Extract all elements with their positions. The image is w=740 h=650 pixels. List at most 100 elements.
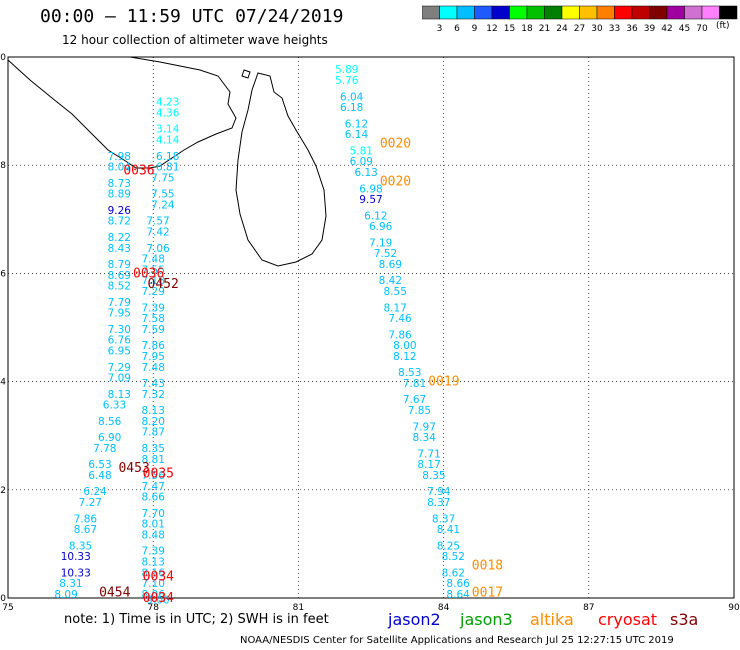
- lon-tick-label: 75: [2, 603, 13, 613]
- colorbar-label: 12: [486, 24, 497, 34]
- wave-height-label: 7.94: [427, 486, 451, 498]
- wave-height-label: 8.43: [108, 243, 131, 255]
- wave-height-label: 8.22: [108, 232, 131, 244]
- map-axes: 75 78 81 84 87 90 0 2 4 6 8 10: [0, 53, 740, 613]
- credit-line: NOAA/NESDIS Center for Satellite Applica…: [240, 635, 674, 646]
- map-title: 00:00 – 11:59 UTC 07/24/2019: [40, 6, 344, 27]
- wave-height-label: 6.12: [364, 210, 387, 222]
- wave-height-label: 5.81: [350, 145, 373, 157]
- wave-height-label: 7.19: [369, 237, 392, 249]
- wave-height-label: 6.14: [345, 129, 369, 141]
- wave-height-label: 8.09: [54, 589, 77, 601]
- wave-height-label: 8.04: [108, 162, 132, 174]
- wave-height-label: 8.25: [437, 540, 460, 552]
- wave-height-label: 7.78: [93, 443, 116, 455]
- wave-height-label: 8.64: [446, 589, 470, 601]
- colorbar-legend: 3 6 9 12 15 18 21 24 27 30 33 36 39 42 45 70: [422, 5, 738, 34]
- wave-height-label: 8.42: [379, 275, 402, 287]
- wave-height-label: 8.13: [142, 405, 165, 417]
- wave-height-label: 4.14: [156, 135, 180, 147]
- wave-height-label: 8.16: [142, 567, 166, 579]
- satellite-legend-item: s3a: [670, 610, 699, 629]
- wave-height-label: 7.09: [108, 373, 131, 385]
- wave-height-label: 8.69: [108, 270, 131, 282]
- wave-height-label: 6.18: [340, 102, 363, 114]
- wave-height-label: 3.14: [156, 124, 180, 136]
- lat-tick-label: 4: [0, 378, 6, 388]
- wave-height-label: 6.48: [88, 470, 111, 482]
- wave-height-label: 8.52: [442, 551, 465, 563]
- colorbar-label: 33: [609, 24, 620, 34]
- wave-height-label: 7.29: [142, 286, 165, 298]
- wave-height-label: 4.36: [156, 108, 180, 120]
- colorbar-label: 45: [679, 24, 690, 34]
- wave-height-label: 8.31: [59, 578, 82, 590]
- wave-height-label: 8.06: [142, 589, 166, 601]
- pass-time-label: 0020: [380, 174, 411, 189]
- wave-height-label: 6.98: [359, 183, 382, 195]
- lon-tick-label: 90: [728, 603, 740, 613]
- colorbar-label: 6: [454, 24, 460, 34]
- wave-height-label: 10.33: [61, 551, 91, 563]
- wave-height-label: 6.90: [98, 432, 121, 444]
- wave-height-label: 9.00: [146, 594, 169, 606]
- wave-height-label: 7.29: [108, 362, 131, 374]
- wave-height-label: 7.95: [108, 308, 131, 320]
- wave-height-label: 7.27: [79, 497, 102, 509]
- wave-height-label: 6.24: [83, 486, 107, 498]
- wave-height-label: 7.57: [146, 216, 169, 228]
- wave-height-label: 6.53: [88, 459, 111, 471]
- wave-height-label: 7.48: [142, 362, 165, 374]
- wave-height-label: 7.81: [403, 378, 426, 390]
- wave-height-label: 7.06: [146, 243, 170, 255]
- wave-height-label: 6.81: [156, 162, 179, 174]
- wave-height-label: 7.71: [417, 448, 440, 460]
- wave-height-label: 7.87: [142, 427, 165, 439]
- colorbar-label: 3: [437, 24, 443, 34]
- wave-height-label: 4.23: [156, 97, 179, 109]
- map-frame: [7, 56, 735, 599]
- wave-height-label: 8.17: [417, 459, 440, 471]
- wave-height-label: 8.20: [142, 416, 165, 428]
- wave-height-label: 7.39: [142, 546, 165, 558]
- colorbar-label: 70: [696, 24, 708, 34]
- wave-height-label: 7.75: [151, 172, 174, 184]
- wave-height-label: 7.70: [142, 508, 165, 520]
- pass-time-label: 0452: [148, 277, 179, 292]
- wave-height-label: 7.43: [142, 378, 165, 390]
- pass-time-label: 0018: [472, 559, 503, 574]
- wave-height-label: 5.76: [335, 75, 359, 87]
- wave-height-label: 7.86: [388, 329, 412, 341]
- wave-height-label: 7.32: [142, 389, 165, 401]
- wave-height-label: 6.04: [340, 91, 364, 103]
- pass-time-label: 0034: [143, 569, 174, 584]
- wave-height-label: 8.62: [442, 567, 465, 579]
- coastline: [7, 56, 327, 267]
- wave-height-label: 8.56: [98, 416, 122, 428]
- wave-height-label: 8.35: [422, 470, 445, 482]
- pass-time-label: 0454: [99, 586, 130, 601]
- wave-height-label: 7.47: [142, 481, 165, 493]
- wave-height-label: 6.76: [108, 335, 132, 347]
- wave-height-label: 7.58: [142, 313, 165, 325]
- wave-height-label: 7.39: [142, 302, 165, 314]
- wave-height-label: 7.98: [108, 151, 131, 163]
- wave-height-label: 8.37: [432, 513, 455, 525]
- colorbar-swatch: [719, 5, 738, 20]
- wave-height-label: 7.42: [146, 227, 169, 239]
- wave-height-label: 8.66: [446, 578, 470, 590]
- colorbar-label: 18: [521, 24, 533, 34]
- wave-height-label: 8.34: [413, 432, 437, 444]
- india-coast: [7, 56, 237, 169]
- wave-height-label: 8.81: [142, 454, 165, 466]
- wave-height-label: 8.66: [142, 492, 166, 504]
- wave-height-label: 8.17: [384, 302, 407, 314]
- colorbar-label: 36: [626, 24, 638, 34]
- pass-time-label: 0036: [123, 164, 154, 179]
- wave-height-label: 9.57: [359, 194, 382, 206]
- sri-lanka-coast: [235, 72, 327, 267]
- wave-height-label: 8.01: [142, 519, 165, 531]
- satellite-legend-item: jason2: [388, 610, 441, 629]
- pass-time-label: 0034: [143, 591, 174, 606]
- wave-height-label: 6.09: [350, 156, 373, 168]
